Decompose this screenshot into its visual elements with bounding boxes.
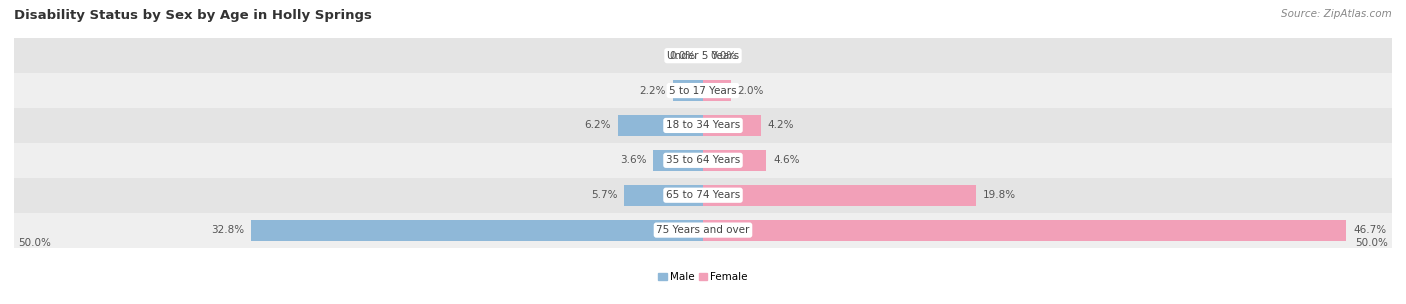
Text: 75 Years and over: 75 Years and over: [657, 225, 749, 235]
Bar: [14, 73, 1392, 108]
Text: 0.0%: 0.0%: [669, 51, 696, 61]
Bar: [654, 150, 703, 171]
Text: Under 5 Years: Under 5 Years: [666, 51, 740, 61]
Text: 32.8%: 32.8%: [211, 225, 245, 235]
Text: 50.0%: 50.0%: [1355, 238, 1388, 248]
Text: 35 to 64 Years: 35 to 64 Years: [666, 155, 740, 165]
Text: 18 to 34 Years: 18 to 34 Years: [666, 120, 740, 130]
Text: 65 to 74 Years: 65 to 74 Years: [666, 190, 740, 200]
Bar: [252, 219, 703, 240]
Bar: [14, 108, 1392, 143]
Text: 19.8%: 19.8%: [983, 190, 1015, 200]
Bar: [672, 80, 703, 101]
Bar: [14, 178, 1392, 213]
Text: 4.2%: 4.2%: [768, 120, 794, 130]
Text: 6.2%: 6.2%: [583, 120, 610, 130]
Bar: [703, 185, 976, 206]
Text: Disability Status by Sex by Age in Holly Springs: Disability Status by Sex by Age in Holly…: [14, 9, 373, 22]
Bar: [703, 150, 766, 171]
Text: Source: ZipAtlas.com: Source: ZipAtlas.com: [1281, 9, 1392, 19]
Bar: [14, 143, 1392, 178]
Text: 5 to 17 Years: 5 to 17 Years: [669, 85, 737, 95]
Text: 5.7%: 5.7%: [591, 190, 617, 200]
Text: 4.6%: 4.6%: [773, 155, 800, 165]
Text: 50.0%: 50.0%: [18, 238, 51, 248]
Legend: Male, Female: Male, Female: [658, 272, 748, 282]
Text: 3.6%: 3.6%: [620, 155, 647, 165]
Text: 2.2%: 2.2%: [640, 85, 666, 95]
Bar: [703, 115, 761, 136]
Text: 0.0%: 0.0%: [710, 51, 737, 61]
Bar: [703, 80, 731, 101]
Bar: [14, 213, 1392, 247]
Text: 2.0%: 2.0%: [738, 85, 763, 95]
Bar: [624, 185, 703, 206]
Bar: [703, 219, 1347, 240]
Bar: [617, 115, 703, 136]
Text: 46.7%: 46.7%: [1354, 225, 1386, 235]
Bar: [14, 38, 1392, 73]
